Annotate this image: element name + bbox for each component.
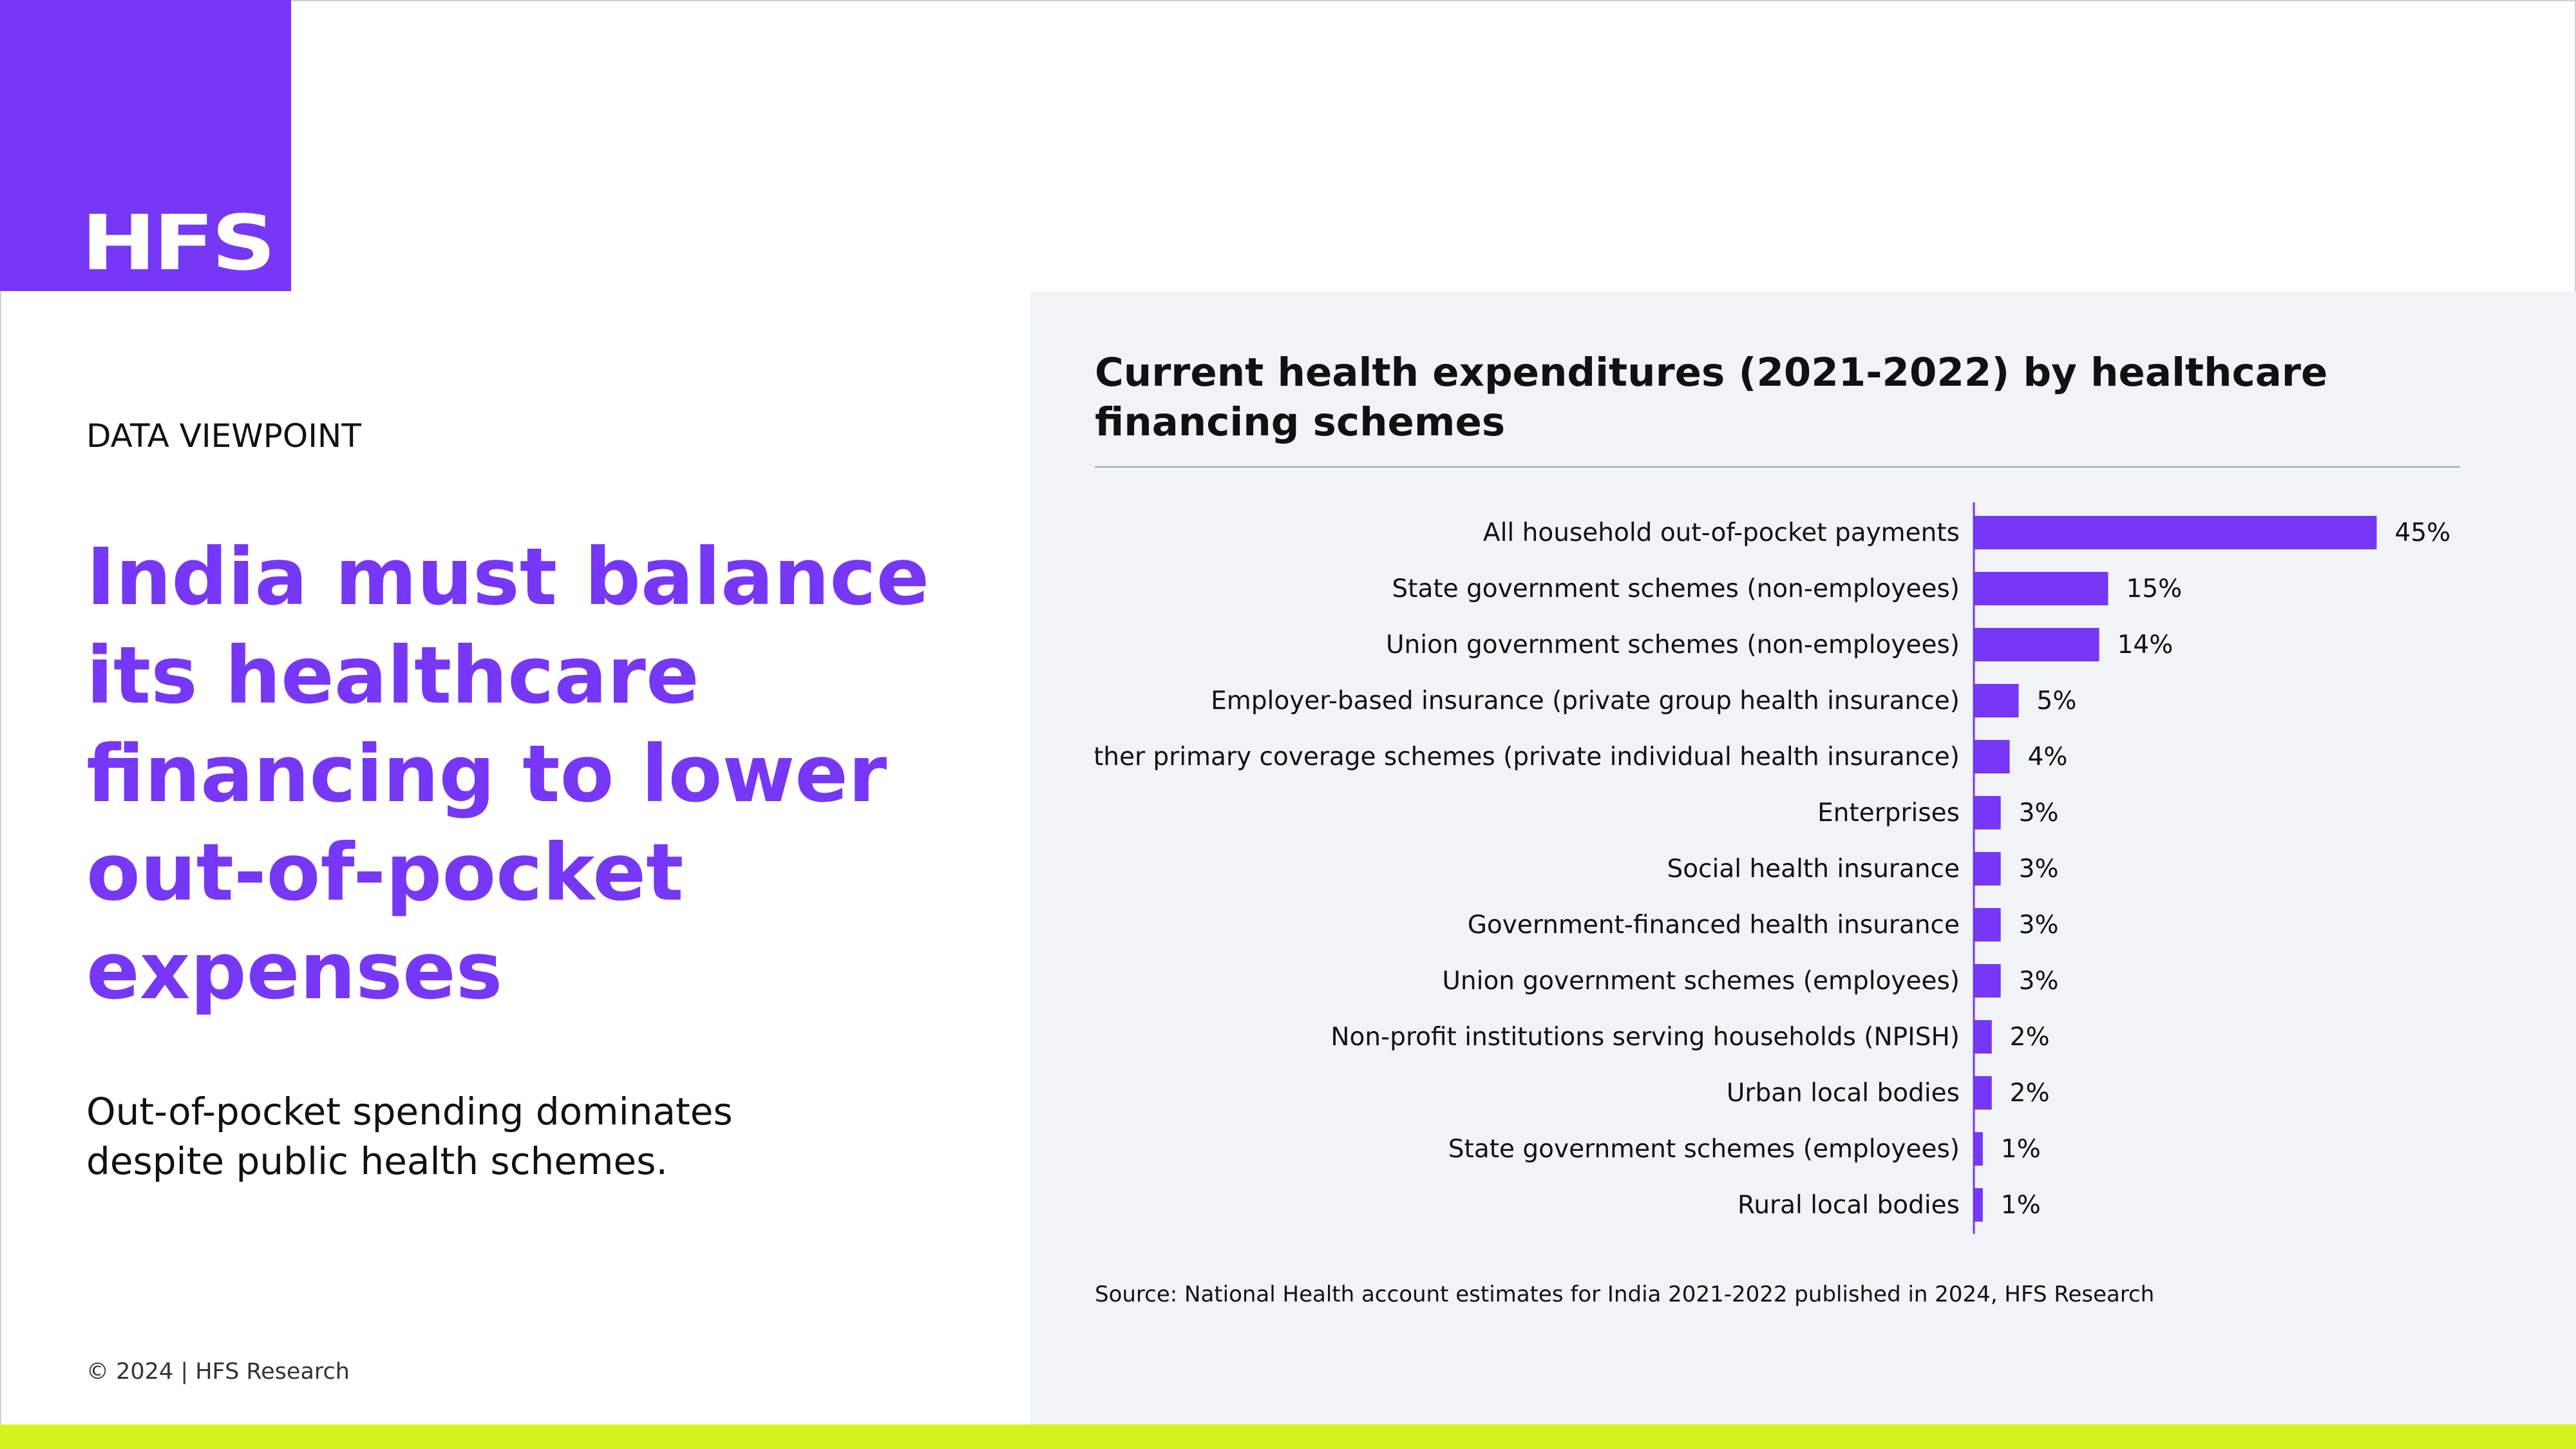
bar: [1974, 1132, 1983, 1166]
category-label: Non-profit institutions serving househol…: [1331, 1023, 1960, 1052]
category-label: State government schemes (employees): [1448, 1135, 1960, 1164]
category-label: All household out-of-pocket payments: [1483, 518, 1960, 547]
bar: [1974, 516, 2377, 549]
data-label: 4%: [2028, 743, 2068, 772]
data-label: 1%: [2001, 1135, 2041, 1164]
bottom-accent-bar: [0, 1425, 2576, 1449]
logo-text: HFS: [81, 198, 276, 287]
bar: [1974, 852, 2001, 886]
data-label: 1%: [2001, 1191, 2041, 1220]
data-label: 3%: [2019, 799, 2059, 828]
section-kicker: DATA VIEWPOINT: [86, 417, 361, 455]
category-label: Urban local bodies: [1727, 1079, 1960, 1108]
data-label: 2%: [2010, 1079, 2050, 1108]
title-divider: [1095, 466, 2460, 468]
category-label: Enterprises: [1817, 799, 1960, 828]
bar: [1974, 964, 2001, 998]
category-label: State government schemes (non-employees): [1392, 574, 1960, 603]
bar: [1974, 628, 2099, 661]
data-label: 3%: [2019, 967, 2059, 996]
category-label: Government-financed health insurance: [1468, 911, 1960, 940]
data-label: 14%: [2117, 630, 2174, 659]
chart-panel: [1030, 291, 2576, 1425]
data-label: 45%: [2395, 518, 2451, 547]
chart-source: Source: National Health account estimate…: [1095, 1282, 2155, 1307]
category-label: Union government schemes (non-employees): [1386, 630, 1960, 659]
hfs-logo: HFS: [0, 0, 291, 291]
category-label: Social health insurance: [1667, 855, 1960, 884]
data-label: 3%: [2019, 911, 2059, 940]
bar: [1974, 908, 2001, 942]
bar: [1974, 1020, 1992, 1054]
bar: [1974, 572, 2108, 605]
bar: [1974, 1188, 1983, 1222]
bar-chart: All household out-of-pocket payments 45% S…: [1095, 502, 2451, 1234]
copyright-notice: © 2024 | HFS Research: [86, 1359, 350, 1385]
bar: [1974, 684, 2019, 717]
category-label: Other primary coverage schemes (private …: [1095, 743, 1960, 772]
category-label: Rural local bodies: [1738, 1191, 1960, 1220]
subheadline: Out-of-pocket spending dominates despite…: [86, 1090, 733, 1183]
bar: [1974, 740, 2010, 773]
data-label: 5%: [2037, 687, 2077, 715]
data-label: 3%: [2019, 855, 2059, 884]
category-label: Employer-based insurance (private group …: [1211, 687, 1960, 715]
bar: [1974, 796, 2001, 829]
data-label: 15%: [2126, 574, 2183, 603]
page-title: India must balance its healthcare financ…: [86, 531, 930, 1017]
category-label: Union government schemes (employees): [1442, 967, 1960, 996]
data-label: 2%: [2010, 1023, 2050, 1052]
bar: [1974, 1076, 1992, 1110]
chart-title: Current health expenditures (2021-2022) …: [1095, 350, 2328, 445]
